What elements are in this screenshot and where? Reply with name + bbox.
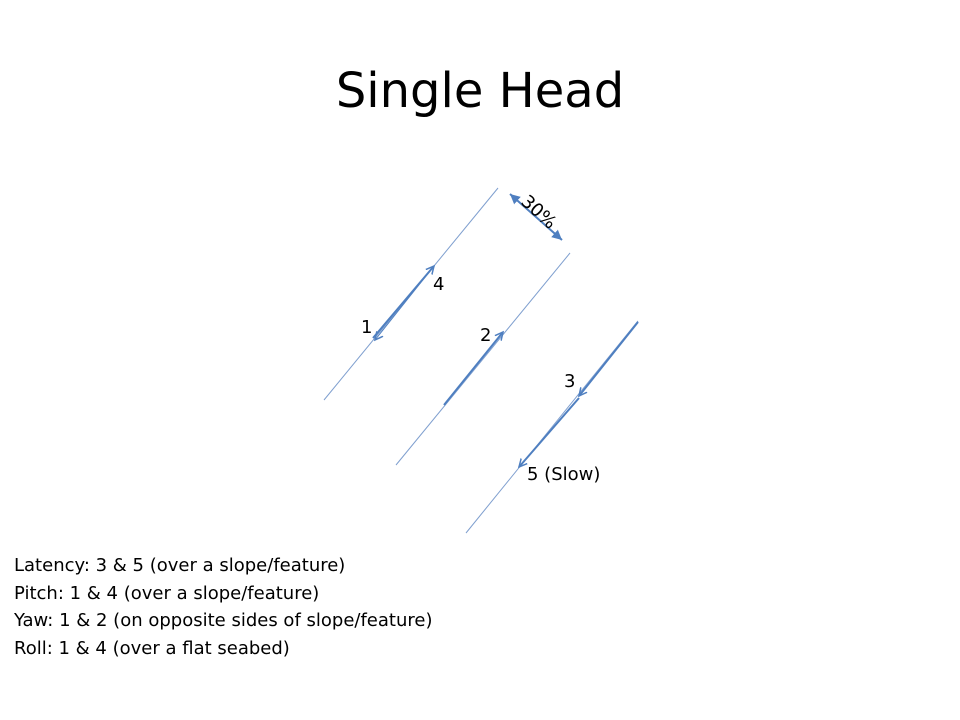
survey-line-c [465,320,639,534]
note-latency: Latency: 3 & 5 (over a slope/feature) [14,555,346,576]
run-arrow-3 [579,321,639,396]
line-label-4: 4 [433,274,444,295]
page-title: Single Head [335,63,625,119]
note-roll: Roll: 1 & 4 (over a flat seabed) [14,637,290,659]
note-yaw: Yaw: 1 & 2 (on opposite sides of slope/f… [14,610,433,631]
run-arrow-2 [443,332,503,406]
run-arrow-5 [519,397,580,467]
run-arrow-1 [375,265,435,340]
survey-line-b [395,252,571,466]
line-label-1: 1 [361,317,372,338]
line-label-5: 5 (Slow) [527,464,600,485]
line-label-3: 3 [564,371,575,392]
line-label-2: 2 [480,325,491,346]
calibration-notes: Latency: 3 & 5 (over a slope/feature) Pi… [14,552,432,662]
spacing-dimension-arrow [509,193,563,241]
spacing-label: 30% [517,191,561,233]
note-pitch: Pitch: 1 & 4 (over a slope/feature) [14,582,320,604]
